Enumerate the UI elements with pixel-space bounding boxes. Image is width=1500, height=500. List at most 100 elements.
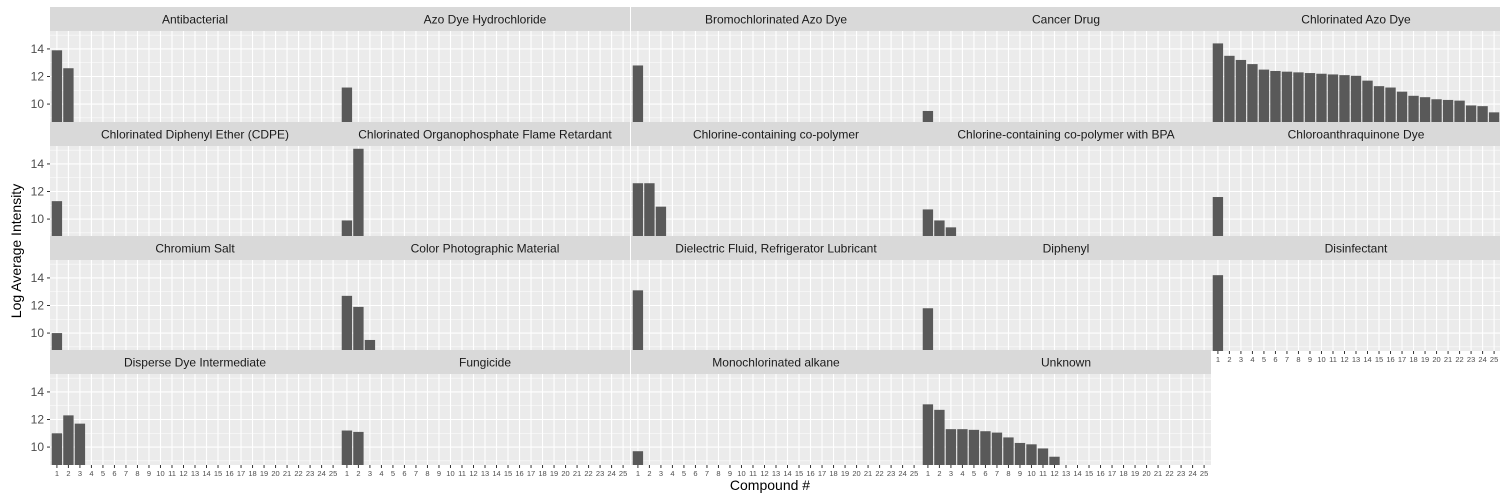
x-tick-label: 4 (1250, 355, 1254, 364)
x-tick-label: 14 (202, 469, 210, 478)
facet-panel: Dielectric Fluid, Refrigerator Lubricant (631, 236, 921, 351)
facet-strip-label: Chlorine-containing co-polymer with BPA (957, 128, 1174, 142)
x-tick-label: 12 (1340, 355, 1348, 364)
facet-strip-label: Chlorinated Diphenyl Ether (CDPE) (101, 128, 289, 142)
x-tick-label: 12 (469, 469, 477, 478)
bar (51, 433, 63, 465)
bar (934, 409, 945, 465)
bar (991, 432, 1003, 465)
x-tick-label: 4 (960, 469, 964, 478)
x-tick-label: 3 (368, 469, 372, 478)
bar (1442, 99, 1454, 122)
bar (632, 451, 644, 465)
facet-panel: Azo Dye Hydrochloride (340, 7, 630, 122)
bar (1373, 86, 1385, 122)
x-tick-label: 3 (659, 469, 663, 478)
x-tick-label: 10 (737, 469, 745, 478)
bar (1339, 75, 1350, 122)
x-tick-label: 2 (647, 469, 651, 478)
x-tick-label: 9 (1308, 355, 1312, 364)
facet-strip (50, 236, 340, 260)
x-tick-label: 18 (1409, 355, 1417, 364)
x-tick-label: 15 (795, 469, 803, 478)
x-tick-label: 5 (101, 469, 105, 478)
bar (1212, 275, 1224, 351)
bar (1362, 80, 1373, 122)
bar (1465, 105, 1477, 122)
facet-strip-label: Disperse Dye Intermediate (124, 356, 266, 370)
x-tick-label: 17 (1108, 469, 1116, 478)
x-tick-label: 13 (481, 469, 489, 478)
bar (1037, 448, 1049, 465)
facet-panel: Bromochlorinated Azo Dye (631, 7, 921, 122)
bar (1247, 64, 1258, 122)
facet-strip-label: Chromium Salt (155, 242, 235, 256)
bar (353, 431, 364, 465)
bar (632, 183, 644, 237)
bar (1293, 72, 1304, 122)
x-tick-label: 9 (437, 469, 441, 478)
facet-strip (1211, 122, 1500, 146)
bar (1270, 70, 1281, 122)
facet-strip (1211, 236, 1500, 260)
x-tick-label: 19 (1131, 469, 1139, 478)
x-tick-label: 15 (504, 469, 512, 478)
facet-panel: Chloroanthraquinone Dye (1211, 122, 1500, 237)
bar (922, 308, 934, 351)
x-tick-label: 24 (317, 469, 325, 478)
x-tick-label: 25 (1490, 355, 1498, 364)
facet-strip-label: Chlorinated Organophosphate Flame Retard… (358, 128, 612, 142)
facet-strip-label: Monochlorinated alkane (712, 356, 840, 370)
x-tick-label: 18 (538, 469, 546, 478)
x-tick-label: 1 (926, 469, 930, 478)
facet-strip-label: Fungicide (459, 356, 511, 370)
bar (341, 87, 353, 122)
x-tick-label: 11 (168, 469, 176, 478)
facet-panel: Chlorinated Azo Dye (1211, 7, 1500, 123)
facet-strip (50, 350, 340, 374)
facet-strip-label: Color Photographic Material (411, 242, 560, 256)
bar (922, 404, 934, 465)
x-tick-label: 2 (937, 469, 941, 478)
x-tick-label: 9 (728, 469, 732, 478)
x-tick-label: 14 (492, 469, 500, 478)
facet-strip (921, 7, 1211, 31)
bar (63, 415, 74, 465)
x-tick-label: 12 (760, 469, 768, 478)
x-tick-label: 6 (983, 469, 987, 478)
bar (1003, 437, 1014, 465)
x-tick-label: 3 (1239, 355, 1243, 364)
x-tick-label: 21 (283, 469, 291, 478)
x-tick-label: 25 (1200, 469, 1208, 478)
x-tick-label: 20 (1432, 355, 1440, 364)
x-tick-label: 14 (1363, 355, 1371, 364)
bar (1488, 112, 1500, 122)
x-tick-label: 22 (294, 469, 302, 478)
x-tick-label: 1 (55, 469, 59, 478)
x-tick-label: 3 (78, 469, 82, 478)
x-tick-label: 15 (1085, 469, 1093, 478)
x-tick-label: 10 (1027, 469, 1035, 478)
facet-panel: Diphenyl (921, 236, 1211, 351)
x-tick-label: 23 (887, 469, 895, 478)
x-tick-label: 9 (1018, 469, 1022, 478)
x-tick-label: 6 (402, 469, 406, 478)
facet-strip (921, 122, 1211, 146)
y-tick-label: 14 (31, 42, 45, 56)
bar (945, 429, 957, 465)
x-tick-label: 8 (716, 469, 720, 478)
x-tick-label: 1 (636, 469, 640, 478)
bar (341, 295, 353, 351)
x-tick-label: 16 (806, 469, 814, 478)
x-tick-label: 6 (693, 469, 697, 478)
bar (655, 206, 667, 237)
facet-strip (921, 236, 1211, 260)
bar (1454, 100, 1465, 122)
x-tick-label: 10 (1317, 355, 1325, 364)
facet-strip (631, 7, 921, 31)
facet-strip (631, 122, 921, 146)
bar (1026, 444, 1037, 465)
bar (74, 423, 86, 465)
facet-strip (340, 350, 630, 374)
